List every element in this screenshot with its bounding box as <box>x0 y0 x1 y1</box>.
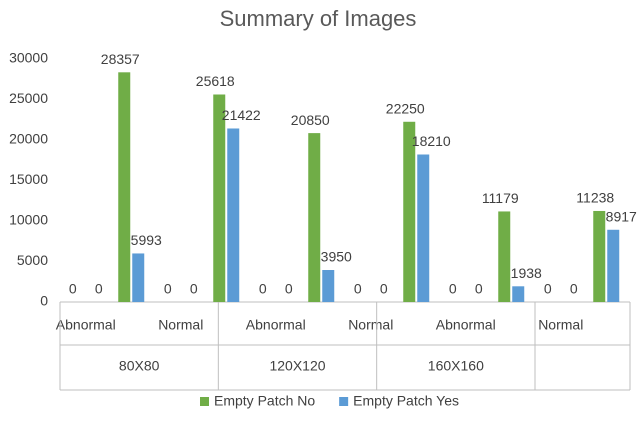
data-label: 0 <box>354 281 362 297</box>
y-tick-label: 30000 <box>9 50 48 66</box>
data-label: 21422 <box>222 107 261 123</box>
legend-label: Empty Patch No <box>214 393 315 409</box>
bar <box>403 121 416 303</box>
data-label: 18210 <box>412 133 451 149</box>
legend-swatch <box>339 397 349 406</box>
data-label: 25618 <box>196 73 235 89</box>
data-label: 20850 <box>291 112 330 128</box>
data-label: 11179 <box>482 190 519 206</box>
bar <box>227 128 240 302</box>
legend-swatch <box>200 397 209 406</box>
data-label: 0 <box>570 281 578 297</box>
bar <box>498 211 511 302</box>
chart-title: Summary of Images <box>220 6 417 31</box>
group-label: 80X80 <box>119 358 160 374</box>
data-label: 0 <box>164 281 172 297</box>
y-tick-label: 20000 <box>9 131 48 147</box>
y-tick-label: 10000 <box>9 212 48 228</box>
data-label: 22250 <box>386 100 425 116</box>
data-label: 28357 <box>101 51 140 67</box>
data-label: 0 <box>449 281 457 297</box>
data-label: 0 <box>475 281 483 297</box>
x-tick-label: Normal <box>538 317 583 333</box>
x-tick-label: Abnormal <box>246 317 306 333</box>
data-label: 0 <box>285 281 293 297</box>
data-label: 11238 <box>576 190 614 206</box>
data-label: 0 <box>95 281 103 297</box>
y-tick-label: 15000 <box>9 171 48 187</box>
bar <box>607 229 620 302</box>
data-label: 1938 <box>511 265 542 281</box>
y-tick-label: 25000 <box>9 90 48 106</box>
group-label: 120X120 <box>269 358 325 374</box>
data-label: 0 <box>380 281 388 297</box>
data-label: 8917 <box>606 208 637 224</box>
data-label: 0 <box>544 281 552 297</box>
data-label: 0 <box>259 281 267 297</box>
bar <box>132 253 145 302</box>
data-label: 3950 <box>321 249 352 265</box>
bar <box>308 133 321 302</box>
y-tick-label: 0 <box>40 293 48 309</box>
bar <box>118 72 131 303</box>
x-tick-label: Abnormal <box>56 317 116 333</box>
data-label: 0 <box>69 281 77 297</box>
bar <box>213 94 226 302</box>
bar <box>593 210 606 302</box>
bar <box>417 154 430 302</box>
data-label: 5993 <box>131 232 162 248</box>
bar <box>322 270 335 302</box>
legend-label: Empty Patch Yes <box>353 393 459 409</box>
x-tick-label: Normal <box>348 317 393 333</box>
group-label: 160X160 <box>428 358 484 374</box>
x-tick-label: Normal <box>158 317 203 333</box>
bar <box>512 286 525 302</box>
y-tick-label: 5000 <box>17 252 48 268</box>
data-label: 0 <box>190 281 198 297</box>
x-tick-label: Abnormal <box>436 317 496 333</box>
